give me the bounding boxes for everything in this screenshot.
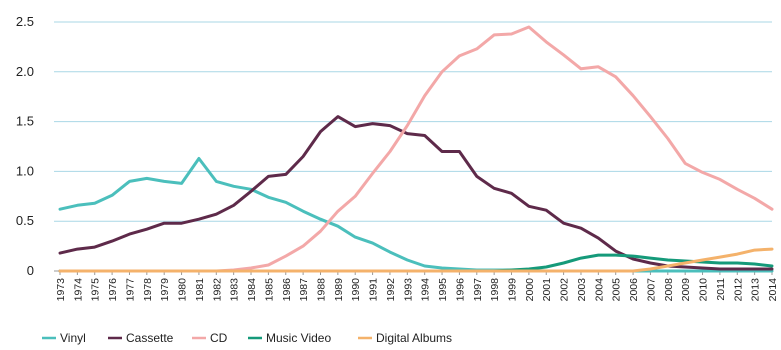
x-tick-label: 1976 (107, 278, 119, 302)
x-tick-label: 1978 (142, 278, 154, 302)
x-tick-label: 1987 (298, 278, 310, 302)
x-tick-label: 1997 (472, 278, 484, 302)
y-tick-label: 2.5 (16, 14, 34, 29)
y-tick-label: 0 (27, 263, 34, 278)
x-tick-label: 2001 (541, 278, 553, 302)
x-axis-ticks: 1973 1974 1975 1976 1977 1978 1979 1980 1981 1982… (55, 271, 779, 301)
x-tick-label: 1995 (437, 278, 449, 302)
x-tick-label: 2007 (645, 278, 657, 302)
x-tick-label: 1991 (368, 278, 380, 302)
x-tick-label: 2004 (593, 278, 605, 302)
x-tick-label: 1973 (55, 278, 67, 302)
x-tick-label: 2013 (750, 278, 762, 302)
x-tick-label: 1983 (229, 278, 241, 302)
x-tick-label: 1992 (385, 278, 397, 302)
legend-label: CD (210, 331, 228, 345)
x-tick-label: 2008 (663, 278, 675, 302)
x-tick-label: 1993 (402, 278, 414, 302)
x-tick-label: 2000 (524, 278, 536, 302)
x-tick-label: 2003 (576, 278, 588, 302)
x-tick-label: 1989 (333, 278, 345, 302)
series-lines (58, 25, 774, 273)
x-tick-label: 2006 (628, 278, 640, 302)
x-tick-label: 1988 (315, 278, 327, 302)
y-axis-ticks: 0 0.5 1.0 1.5 2.0 2.5 (16, 14, 34, 278)
x-tick-label: 1982 (211, 278, 223, 302)
y-tick-label: 0.5 (16, 213, 34, 228)
x-tick-label: 1979 (159, 278, 171, 302)
legend-label: Digital Albums (376, 331, 452, 345)
x-tick-label: 1999 (507, 278, 519, 302)
legend-label: Music Video (266, 331, 331, 345)
x-tick-label: 2014 (767, 278, 779, 302)
series-line-digital-albums (58, 247, 774, 273)
legend-label: Vinyl (60, 331, 86, 345)
x-tick-label: 1974 (72, 278, 84, 302)
y-tick-label: 2.0 (16, 64, 34, 79)
x-tick-label: 2010 (698, 278, 710, 302)
x-tick-label: 1986 (281, 278, 293, 302)
x-tick-label: 1996 (454, 278, 466, 302)
x-tick-label: 1998 (489, 278, 501, 302)
x-tick-label: 1981 (194, 278, 206, 302)
y-tick-label: 1.0 (16, 163, 34, 178)
x-tick-label: 2002 (559, 278, 571, 302)
x-tick-label: 1984 (246, 278, 258, 302)
legend-label: Cassette (126, 331, 174, 345)
series-line-cassette (58, 115, 774, 271)
x-tick-label: 1980 (177, 278, 189, 302)
x-tick-label: 1990 (350, 278, 362, 302)
x-tick-label: 2011 (715, 278, 727, 301)
series-line-cd (58, 25, 774, 273)
gridlines (54, 21, 772, 272)
x-tick-label: 2009 (680, 278, 692, 302)
x-tick-label: 1975 (90, 278, 102, 302)
series-line-vinyl (58, 157, 774, 273)
x-tick-label: 1994 (420, 278, 432, 302)
x-tick-label: 1985 (263, 278, 275, 302)
y-tick-label: 1.5 (16, 114, 34, 129)
x-tick-label: 2012 (732, 278, 744, 302)
x-tick-label: 2005 (611, 278, 623, 302)
x-tick-label: 1977 (124, 278, 136, 302)
legend: Vinyl Cassette CD Music Video Digital Albums (42, 331, 452, 345)
